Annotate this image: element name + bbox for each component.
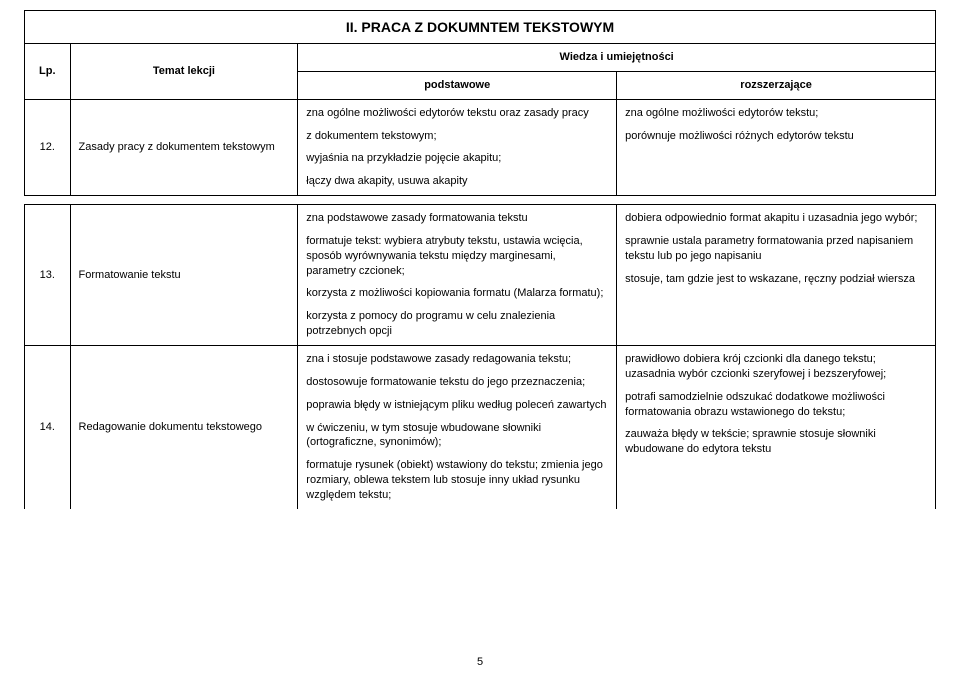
extended-cell: prawidłowo dobiera krój czcionki dla dan… bbox=[617, 345, 936, 508]
extended-cell: dobiera odpowiednio format akapitu i uza… bbox=[617, 205, 936, 346]
basic-cell: zna podstawowe zasady formatowania tekst… bbox=[298, 205, 617, 346]
topic-cell: Redagowanie dokumentu tekstowego bbox=[70, 345, 298, 508]
extended-text: potrafi samodzielnie odszukać dodatkowe … bbox=[625, 390, 927, 420]
basic-text: formatuje tekst: wybiera atrybuty tekstu… bbox=[306, 234, 608, 279]
extended-text: dobiera odpowiednio format akapitu i uza… bbox=[625, 211, 927, 226]
basic-text: łączy dwa akapity, usuwa akapity bbox=[306, 174, 608, 189]
basic-text: zna podstawowe zasady formatowania tekst… bbox=[306, 211, 608, 226]
extended-text: prawidłowo dobiera krój czcionki dla dan… bbox=[625, 352, 927, 382]
basic-text: korzysta z możliwości kopiowania formatu… bbox=[306, 286, 608, 301]
extended-text: stosuje, tam gdzie jest to wskazane, ręc… bbox=[625, 272, 927, 287]
basic-text: korzysta z pomocy do programu w celu zna… bbox=[306, 309, 608, 339]
topic-cell: Zasady pracy z dokumentem tekstowym bbox=[70, 99, 298, 195]
header-skills: Wiedza i umiejętności bbox=[298, 44, 936, 72]
table-row: 14. Redagowanie dokumentu tekstowego zna… bbox=[25, 345, 936, 508]
basic-cell: zna ogólne możliwości edytorów tekstu or… bbox=[298, 99, 617, 195]
header-lp: Lp. bbox=[25, 44, 71, 100]
page-number: 5 bbox=[0, 656, 960, 668]
extended-text: zauważa błędy w tekście; sprawnie stosuj… bbox=[625, 427, 927, 457]
basic-text: zna i stosuje podstawowe zasady redagowa… bbox=[306, 352, 608, 367]
basic-cell: zna i stosuje podstawowe zasady redagowa… bbox=[298, 345, 617, 508]
document-page: II. PRACA Z DOKUMNTEM TEKSTOWYM Lp. Tema… bbox=[0, 0, 960, 674]
basic-text: w ćwiczeniu, w tym stosuje wbudowane sło… bbox=[306, 421, 608, 451]
header-row-1: Lp. Temat lekcji Wiedza i umiejętności bbox=[25, 44, 936, 72]
header-topic: Temat lekcji bbox=[70, 44, 298, 100]
topic-cell: Formatowanie tekstu bbox=[70, 205, 298, 346]
table-row: 12. Zasady pracy z dokumentem tekstowym … bbox=[25, 99, 936, 195]
lp-cell: 13. bbox=[25, 205, 71, 346]
table-row: 13. Formatowanie tekstu zna podstawowe z… bbox=[25, 205, 936, 346]
lesson-table: Lp. Temat lekcji Wiedza i umiejętności p… bbox=[24, 43, 936, 509]
lp-cell: 14. bbox=[25, 345, 71, 508]
spacer-row bbox=[25, 196, 936, 205]
basic-text: z dokumentem tekstowym; bbox=[306, 129, 608, 144]
extended-text: zna ogólne możliwości edytorów tekstu; bbox=[625, 106, 927, 121]
lp-cell: 12. bbox=[25, 99, 71, 195]
header-basic: podstawowe bbox=[298, 71, 617, 99]
basic-text: formatuje rysunek (obiekt) wstawiony do … bbox=[306, 458, 608, 503]
header-extended: rozszerzające bbox=[617, 71, 936, 99]
basic-text: zna ogólne możliwości edytorów tekstu or… bbox=[306, 106, 608, 121]
extended-text: sprawnie ustala parametry formatowania p… bbox=[625, 234, 927, 264]
section-title: II. PRACA Z DOKUMNTEM TEKSTOWYM bbox=[24, 10, 936, 43]
basic-text: wyjaśnia na przykładzie pojęcie akapitu; bbox=[306, 151, 608, 166]
basic-text: poprawia błędy w istniejącym pliku wedłu… bbox=[306, 398, 608, 413]
extended-text: porównuje możliwości różnych edytorów te… bbox=[625, 129, 927, 144]
basic-text: dostosowuje formatowanie tekstu do jego … bbox=[306, 375, 608, 390]
extended-cell: zna ogólne możliwości edytorów tekstu; p… bbox=[617, 99, 936, 195]
